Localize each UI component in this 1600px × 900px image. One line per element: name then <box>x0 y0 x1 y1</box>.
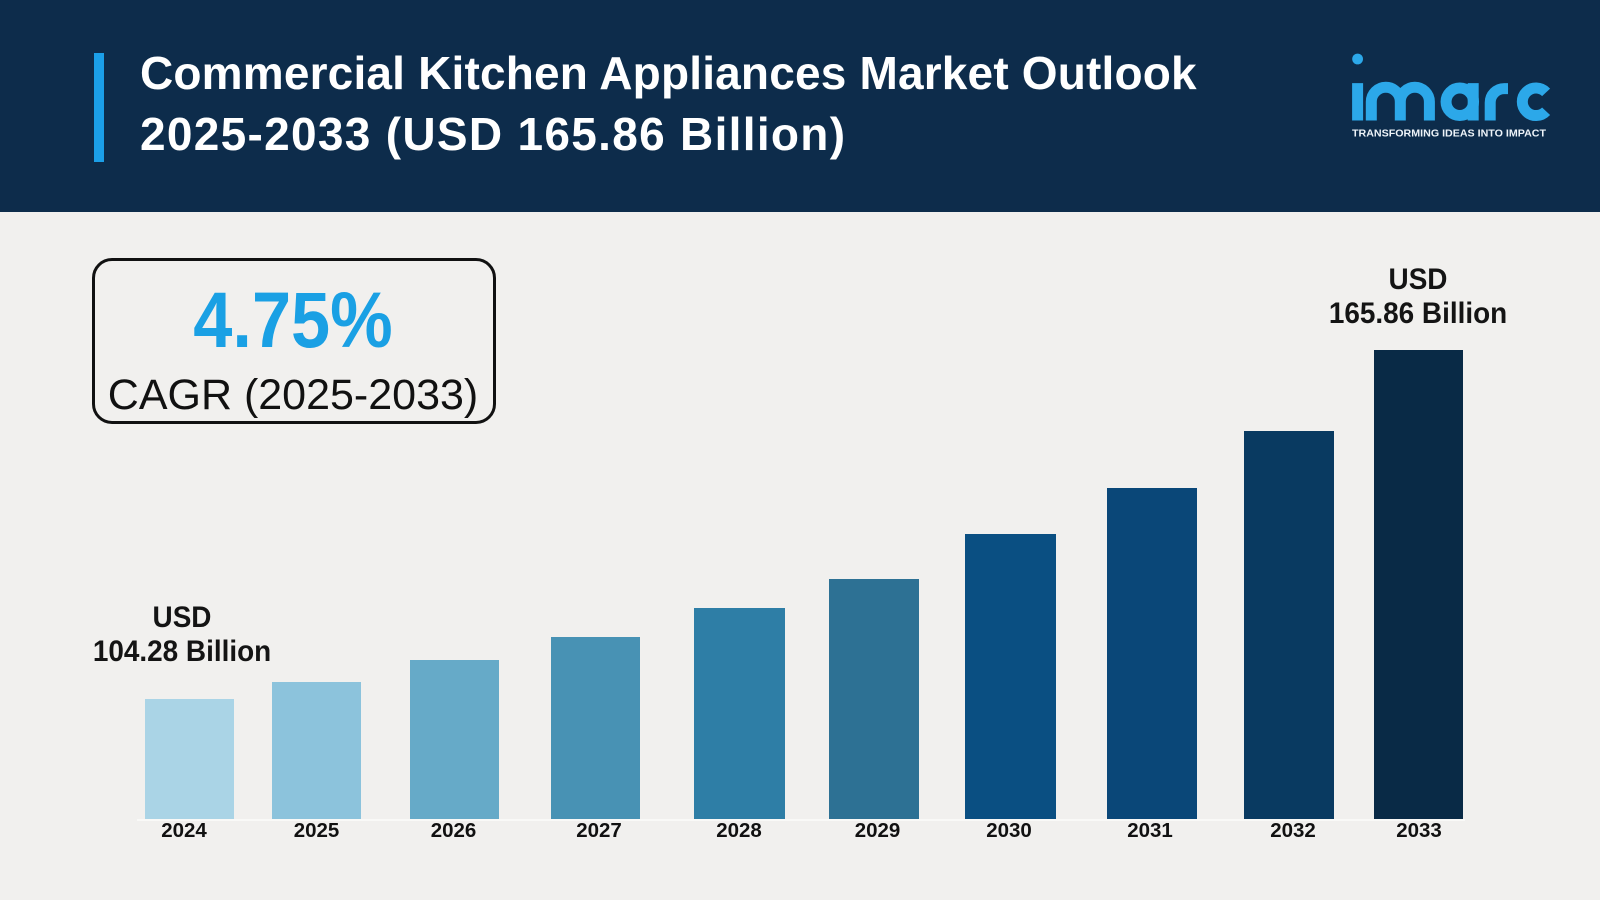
svg-text:TRANSFORMING IDEAS INTO IMPACT: TRANSFORMING IDEAS INTO IMPACT <box>1352 129 1546 140</box>
